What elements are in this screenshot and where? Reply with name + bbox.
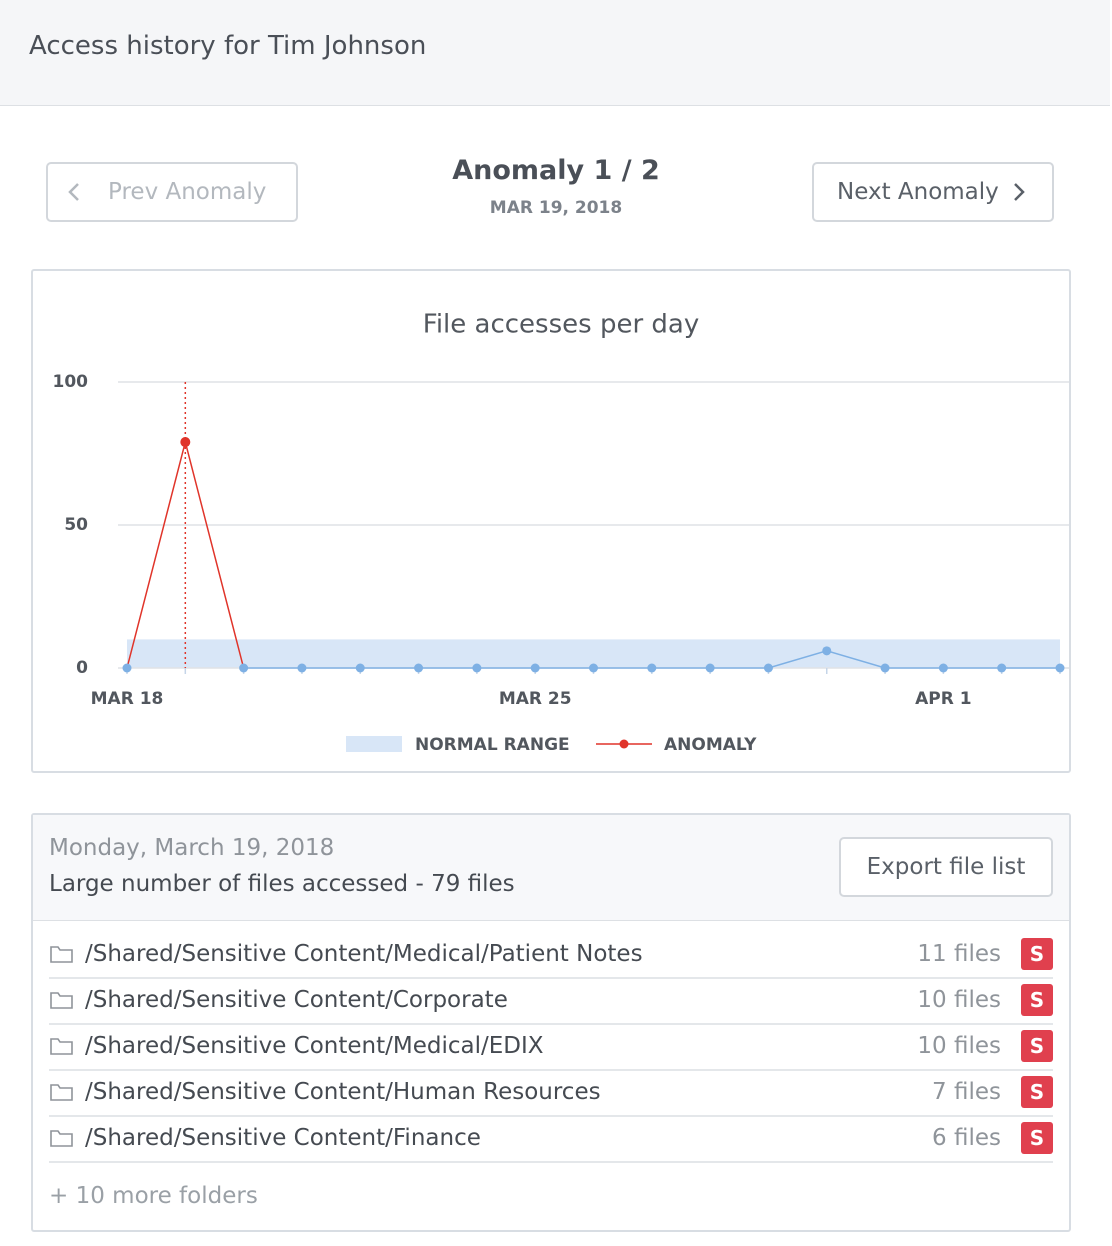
point xyxy=(414,663,424,673)
file-panel: Monday, March 19, 2018 Large number of f… xyxy=(31,813,1071,1232)
page-title: Access history for Tim Johnson xyxy=(29,31,427,61)
folder-icon xyxy=(50,992,73,1009)
sensitivity-badge: S xyxy=(1021,1030,1053,1062)
legend-label: NORMAL RANGE xyxy=(415,735,570,755)
chevron-left xyxy=(68,183,79,201)
y-tick-label: 0 xyxy=(76,658,88,678)
anomaly-line xyxy=(126,441,245,669)
sensitivity-badge: S xyxy=(1021,984,1053,1016)
anomaly-point xyxy=(180,437,191,448)
more-folders[interactable]: + 10 more folders xyxy=(49,1183,258,1209)
prev-button[interactable]: Prev Anomaly xyxy=(46,162,298,222)
file-count: 11 files xyxy=(917,941,1001,967)
folder-row[interactable]: /Shared/Sensitive Content/Human Resource… xyxy=(49,1069,1053,1117)
header: Access history for Tim Johnson xyxy=(0,0,1110,106)
anomaly-counter: Anomaly 1 / 2 xyxy=(452,155,660,186)
folder-path: /Shared/Sensitive Content/Human Resource… xyxy=(85,1079,601,1105)
point xyxy=(239,663,249,673)
next-button[interactable]: Next Anomaly xyxy=(812,162,1054,222)
next-label: Next Anomaly xyxy=(837,179,999,205)
x-tick-label: APR 1 xyxy=(915,689,971,709)
day: Monday, March 19, 2018 xyxy=(49,835,335,861)
panel-header: Monday, March 19, 2018 Large number of f… xyxy=(33,815,1069,921)
folder-path: /Shared/Sensitive Content/Medical/Patien… xyxy=(85,941,643,967)
folder-icon xyxy=(50,1130,73,1147)
point xyxy=(763,663,773,673)
folder-row[interactable]: /Shared/Sensitive Content/Medical/Patien… xyxy=(49,931,1053,979)
prev-label: Prev Anomaly xyxy=(108,179,267,205)
folder-icon xyxy=(50,1038,73,1055)
y-tick-label: 100 xyxy=(53,372,89,392)
point xyxy=(705,663,715,673)
chart: File accesses per day 0 50 100 MAR 18 MAR 25… xyxy=(53,310,1070,755)
folder-path: /Shared/Sensitive Content/Medical/EDIX xyxy=(85,1033,544,1059)
file-count: 7 files xyxy=(932,1079,1001,1105)
point xyxy=(1055,663,1065,673)
point xyxy=(997,663,1007,673)
point xyxy=(530,663,540,673)
point xyxy=(355,663,365,673)
chevron-right xyxy=(1013,183,1025,201)
point xyxy=(589,663,598,673)
summary: Large number of files accessed - 79 file… xyxy=(49,871,515,897)
legend-dot xyxy=(619,739,629,749)
sensitivity-badge: S xyxy=(1021,938,1053,970)
point xyxy=(297,663,307,673)
file-count: 10 files xyxy=(917,987,1001,1013)
file-count: 10 files xyxy=(917,1033,1001,1059)
folder-path: /Shared/Sensitive Content/Finance xyxy=(85,1125,481,1151)
normal-range-band xyxy=(127,639,1060,668)
point xyxy=(472,663,482,673)
folder-row[interactable]: /Shared/Sensitive Content/Medical/EDIX 10… xyxy=(49,1023,1053,1071)
x-tick-label: MAR 18 xyxy=(91,689,164,709)
x-tick-label: MAR 25 xyxy=(499,689,572,709)
point xyxy=(122,663,132,673)
folder-icon xyxy=(50,946,73,963)
sensitivity-badge: S xyxy=(1021,1122,1053,1154)
y-tick-label: 50 xyxy=(64,515,88,535)
folder-icon xyxy=(50,1084,73,1101)
export-button[interactable]: Export file list xyxy=(839,837,1053,897)
anomaly-date: MAR 19, 2018 xyxy=(489,198,623,218)
sensitivity-badge: S xyxy=(1021,1076,1053,1108)
point xyxy=(938,663,948,673)
folder-path: /Shared/Sensitive Content/Corporate xyxy=(85,987,508,1013)
legend-swatch xyxy=(346,736,402,752)
folder-row[interactable]: /Shared/Sensitive Content/Corporate 10 fi… xyxy=(49,977,1053,1025)
chart-card: File accesses per day 0 50 100 MAR 18 MAR 25… xyxy=(31,269,1071,773)
chart-title: File accesses per day xyxy=(423,310,699,340)
file-count: 6 files xyxy=(932,1125,1001,1151)
point xyxy=(647,663,657,673)
point xyxy=(880,663,890,673)
point xyxy=(822,646,832,656)
folder-row[interactable]: /Shared/Sensitive Content/Finance 6 files… xyxy=(49,1115,1053,1163)
legend-label: ANOMALY xyxy=(664,735,757,755)
